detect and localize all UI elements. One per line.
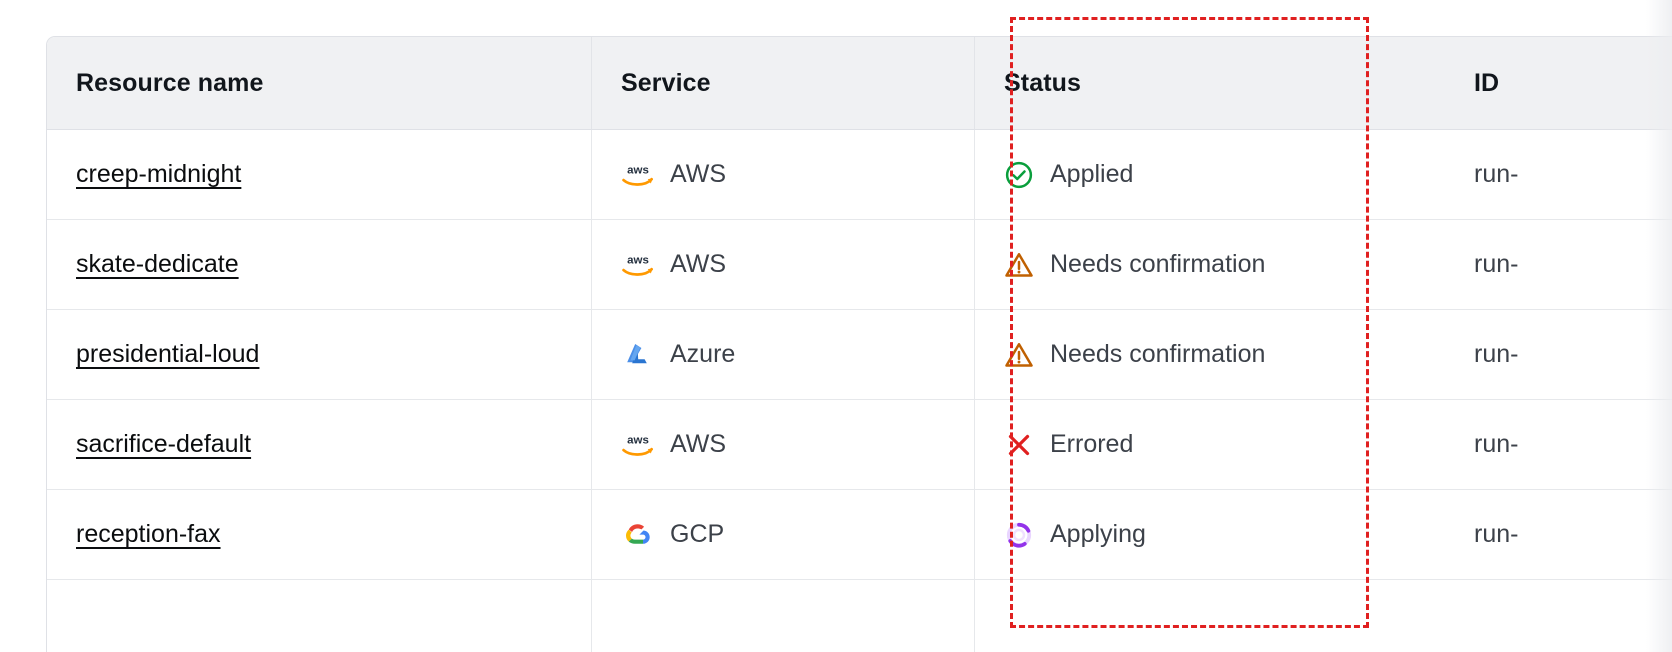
cell-service: aws AWS — [592, 220, 975, 310]
cell-status: Applied — [975, 130, 1445, 220]
aws-logo-icon: aws — [622, 164, 653, 186]
service-label: AWS — [670, 430, 727, 458]
resources-table-container: Resource name Service Status ID creep-mi… — [46, 36, 1672, 652]
table-row: creep-midnight aws AWS — [47, 130, 1672, 220]
cell-service: GCP — [592, 490, 975, 580]
table-header: Resource name Service Status ID — [47, 37, 1672, 130]
resource-name-link[interactable]: sacrifice-default — [76, 430, 252, 458]
aws-logo-icon: aws — [622, 434, 653, 456]
run-id-text: run- — [1474, 250, 1519, 278]
cell-resource-name: reception-fax — [47, 490, 592, 580]
table-body: creep-midnight aws AWS — [47, 130, 1672, 652]
svg-text:aws: aws — [627, 164, 649, 176]
service-label: Azure — [670, 340, 736, 368]
cell-id: run- — [1445, 400, 1672, 490]
cell-service: aws AWS — [592, 130, 975, 220]
column-header-id[interactable]: ID — [1445, 37, 1672, 130]
cell-id: run- — [1445, 490, 1672, 580]
column-header-service[interactable]: Service — [592, 37, 975, 130]
service-label: AWS — [670, 160, 727, 188]
status-label: Applying — [1050, 520, 1146, 548]
status-label: Applied — [1050, 160, 1134, 188]
cell-service: aws AWS — [592, 400, 975, 490]
table-row: sacrifice-default aws AWS — [47, 400, 1672, 490]
column-header-resource-name[interactable]: Resource name — [47, 37, 592, 130]
cell-resource-name: skate-dedicate — [47, 220, 592, 310]
table-row: skate-dedicate aws AWS — [47, 220, 1672, 310]
aws-logo-icon: aws — [622, 254, 653, 276]
table-row — [47, 580, 1672, 652]
warning-triangle-icon — [1005, 342, 1033, 367]
cell-resource-name: creep-midnight — [47, 130, 592, 220]
resource-name-link[interactable]: creep-midnight — [76, 160, 242, 188]
cell-id: run- — [1445, 220, 1672, 310]
run-id-text: run- — [1474, 520, 1519, 548]
svg-text:aws: aws — [627, 254, 649, 266]
spinner-icon — [1006, 522, 1032, 548]
table-header-row: Resource name Service Status ID — [47, 37, 1672, 130]
resource-name-link[interactable]: presidential-loud — [76, 340, 260, 368]
x-mark-icon — [1008, 434, 1030, 455]
status-label: Needs confirmation — [1050, 340, 1266, 368]
run-id-text: run- — [1474, 340, 1519, 368]
cell-status: Needs confirmation — [975, 220, 1445, 310]
table-row: reception-fax GCP — [47, 490, 1672, 580]
svg-text:aws: aws — [627, 434, 649, 446]
cell-status — [975, 580, 1445, 652]
cell-resource-name: sacrifice-default — [47, 400, 592, 490]
cell-resource-name — [47, 580, 592, 652]
service-label: GCP — [670, 520, 725, 548]
status-label: Needs confirmation — [1050, 250, 1266, 278]
gcp-logo-icon — [626, 523, 650, 544]
cell-service — [592, 580, 975, 652]
cell-status: Errored — [975, 400, 1445, 490]
warning-triangle-icon — [1005, 252, 1033, 277]
cell-id: run- — [1445, 130, 1672, 220]
column-header-status[interactable]: Status — [975, 37, 1445, 130]
cell-id: run- — [1445, 310, 1672, 400]
run-id-text: run- — [1474, 160, 1519, 188]
azure-logo-icon — [627, 343, 647, 363]
cell-status: Needs confirmation — [975, 310, 1445, 400]
cell-service: Azure — [592, 310, 975, 400]
resource-name-link[interactable]: reception-fax — [76, 520, 221, 548]
service-label: AWS — [670, 250, 727, 278]
resource-name-link[interactable]: skate-dedicate — [76, 250, 239, 278]
resources-table: Resource name Service Status ID creep-mi… — [46, 36, 1672, 652]
cell-id — [1445, 580, 1672, 652]
status-label: Errored — [1050, 430, 1134, 458]
cell-status: Applying — [975, 490, 1445, 580]
run-id-text: run- — [1474, 430, 1519, 458]
check-circle-icon — [1005, 161, 1033, 188]
table-row: presidential-loud Azure — [47, 310, 1672, 400]
cell-resource-name: presidential-loud — [47, 310, 592, 400]
